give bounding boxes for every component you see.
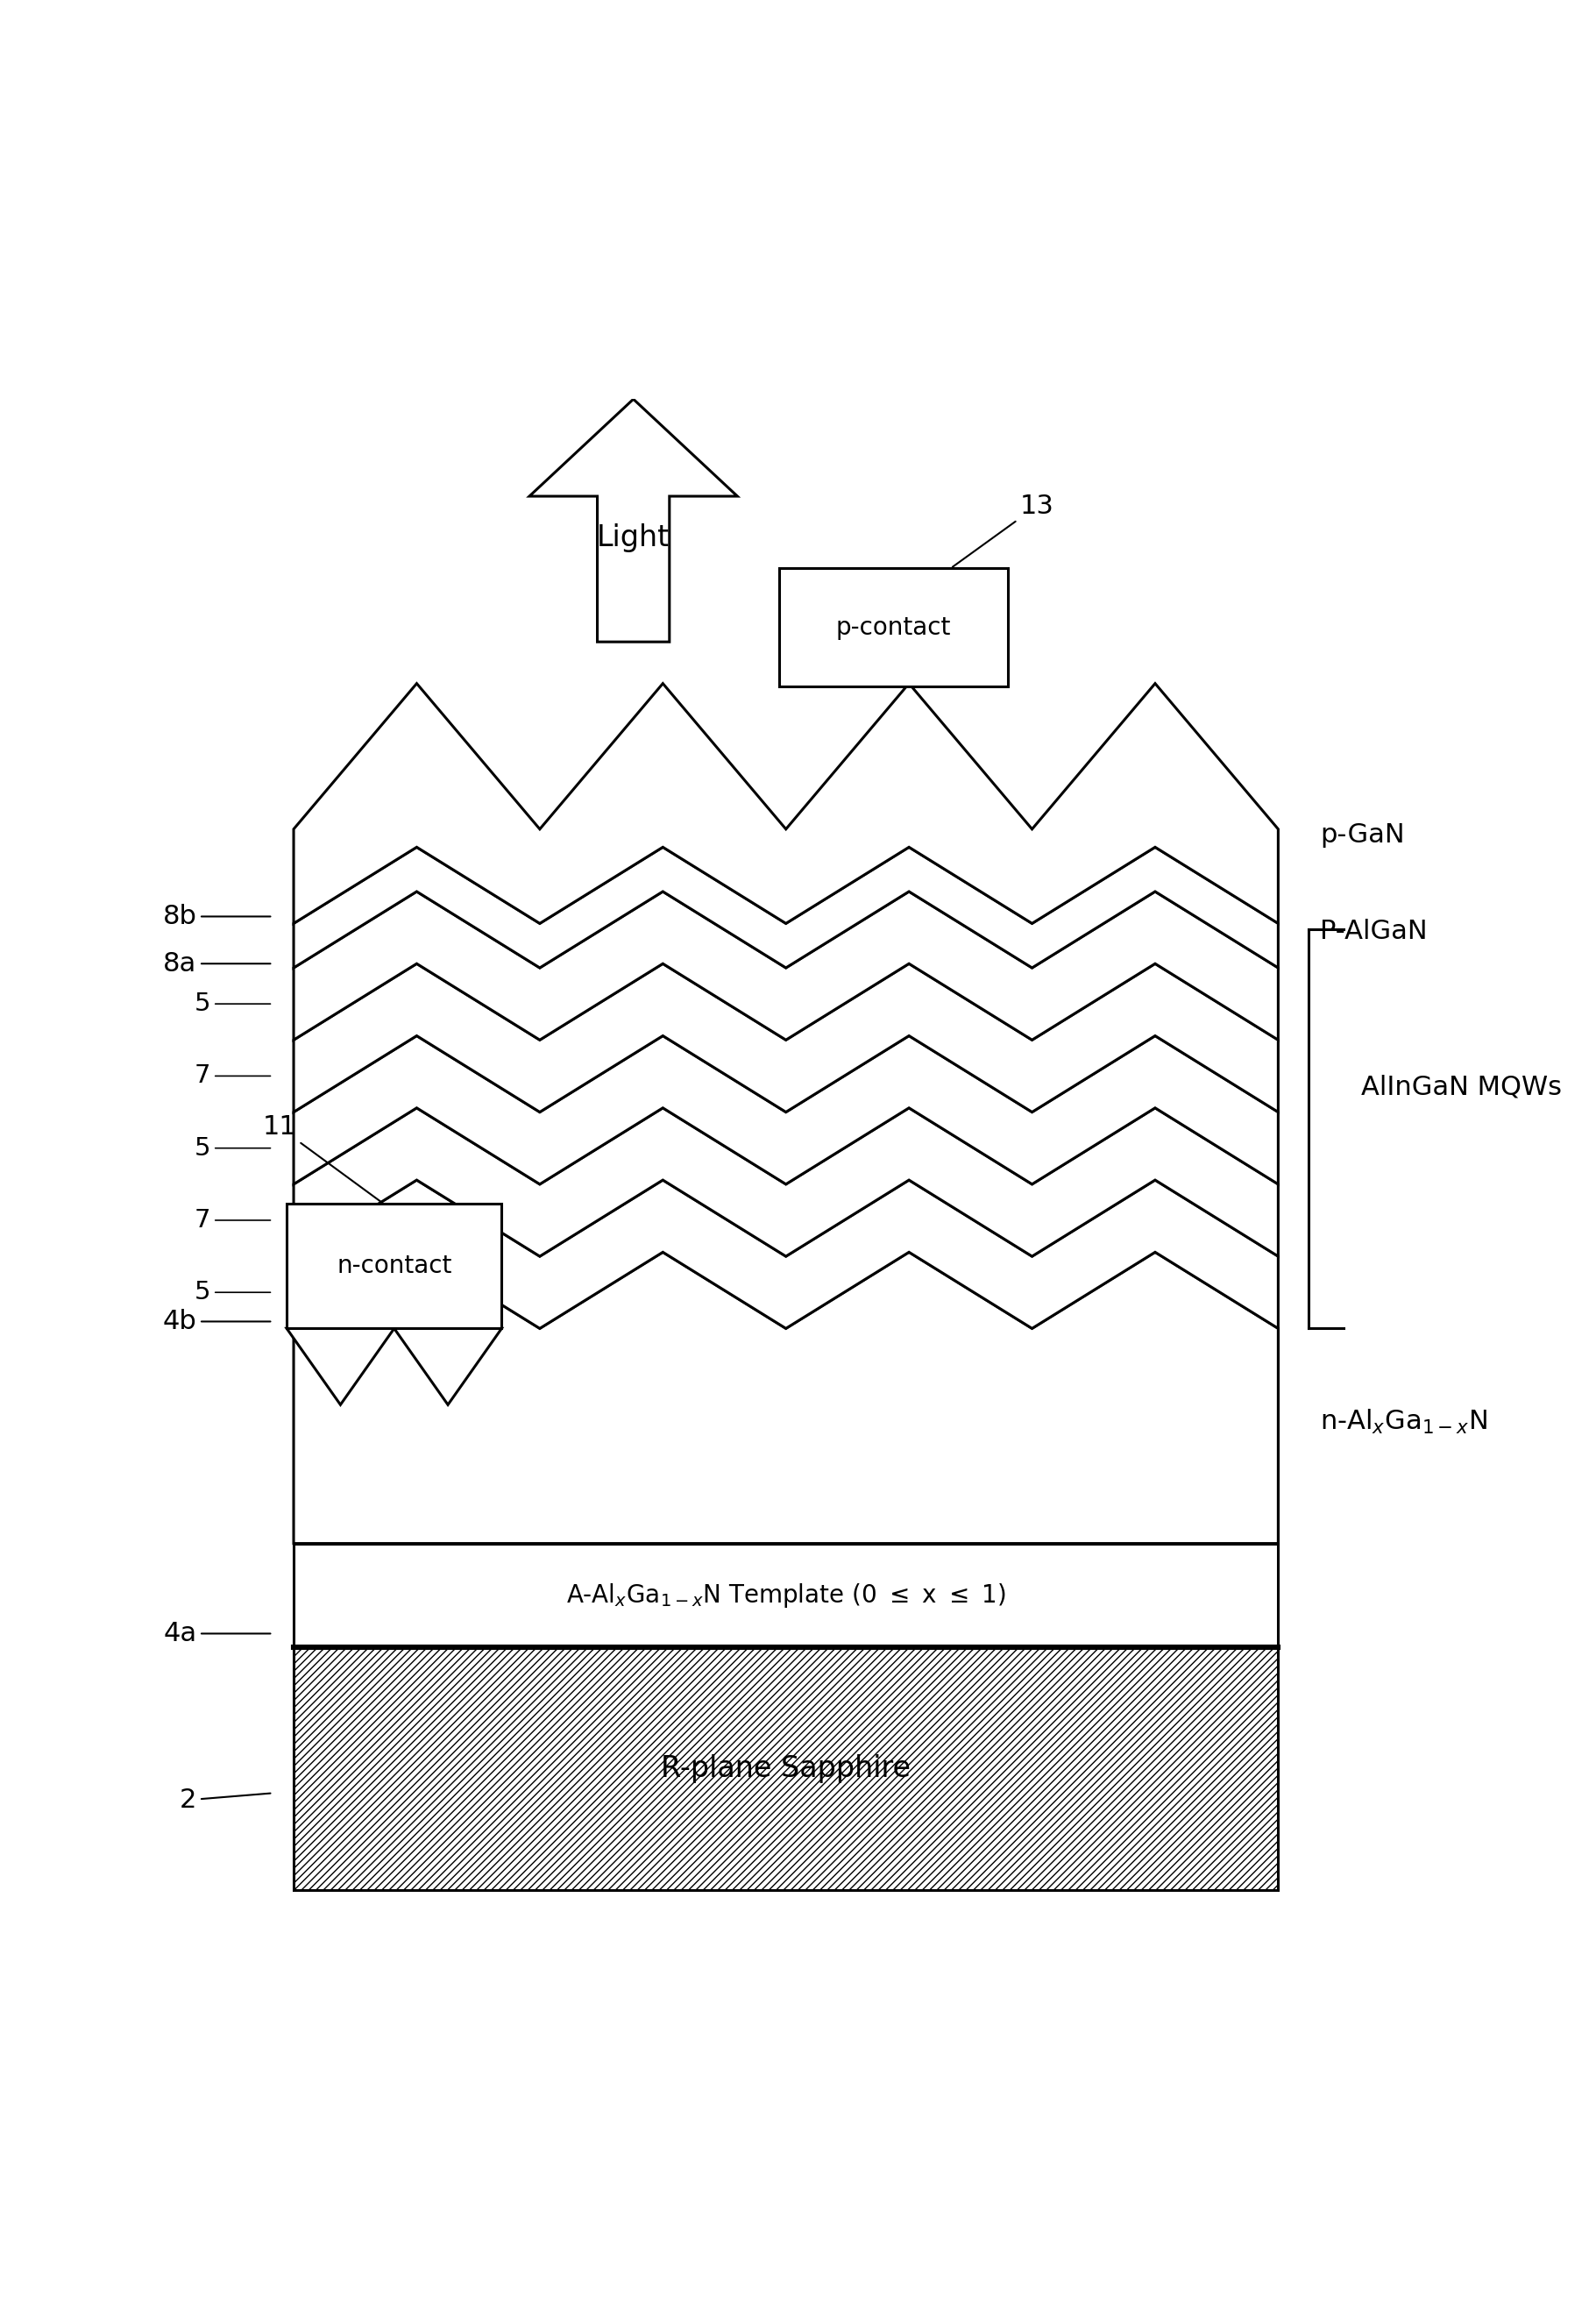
Polygon shape xyxy=(294,1181,1278,1329)
Text: R-plane Sapphire: R-plane Sapphire xyxy=(661,1755,911,1783)
Text: 4b: 4b xyxy=(163,1308,270,1334)
Bar xyxy=(779,569,1007,686)
Polygon shape xyxy=(294,683,1278,923)
Bar xyxy=(294,1329,1278,1543)
Text: n-Al$_x$Ga$_{1-x}$N: n-Al$_x$Ga$_{1-x}$N xyxy=(1320,1408,1487,1436)
Polygon shape xyxy=(294,1037,1278,1185)
Polygon shape xyxy=(294,892,1278,1039)
Polygon shape xyxy=(530,400,737,641)
Polygon shape xyxy=(294,1109,1278,1257)
Text: 13: 13 xyxy=(953,493,1053,567)
Text: n-contact: n-contact xyxy=(337,1253,452,1278)
Bar xyxy=(287,1204,501,1329)
Text: 7: 7 xyxy=(195,1208,270,1232)
Text: Light: Light xyxy=(597,523,670,553)
Text: 5: 5 xyxy=(195,992,270,1016)
Text: p-GaN: p-GaN xyxy=(1320,823,1404,848)
Bar xyxy=(294,1648,1278,1889)
Text: 8b: 8b xyxy=(163,904,270,930)
Text: 2: 2 xyxy=(180,1787,270,1813)
Text: 4a: 4a xyxy=(163,1620,270,1645)
Text: 5: 5 xyxy=(195,1281,270,1304)
Text: A-Al$_x$Ga$_{1-x}$N Template (0 $\leq$ x $\leq$ 1): A-Al$_x$Ga$_{1-x}$N Template (0 $\leq$ x… xyxy=(567,1580,1005,1611)
Text: 8a: 8a xyxy=(163,951,270,976)
Text: P-AlGaN: P-AlGaN xyxy=(1320,918,1427,944)
Bar xyxy=(294,1543,1278,1648)
Text: 5: 5 xyxy=(195,1136,270,1160)
Text: 7: 7 xyxy=(195,1064,270,1088)
Polygon shape xyxy=(294,848,1278,967)
Polygon shape xyxy=(287,1329,501,1404)
Polygon shape xyxy=(294,1253,1278,1543)
Polygon shape xyxy=(294,964,1278,1113)
Text: AlInGaN MQWs: AlInGaN MQWs xyxy=(1361,1074,1562,1099)
Text: 11: 11 xyxy=(262,1116,381,1202)
Text: p-contact: p-contact xyxy=(836,616,951,639)
